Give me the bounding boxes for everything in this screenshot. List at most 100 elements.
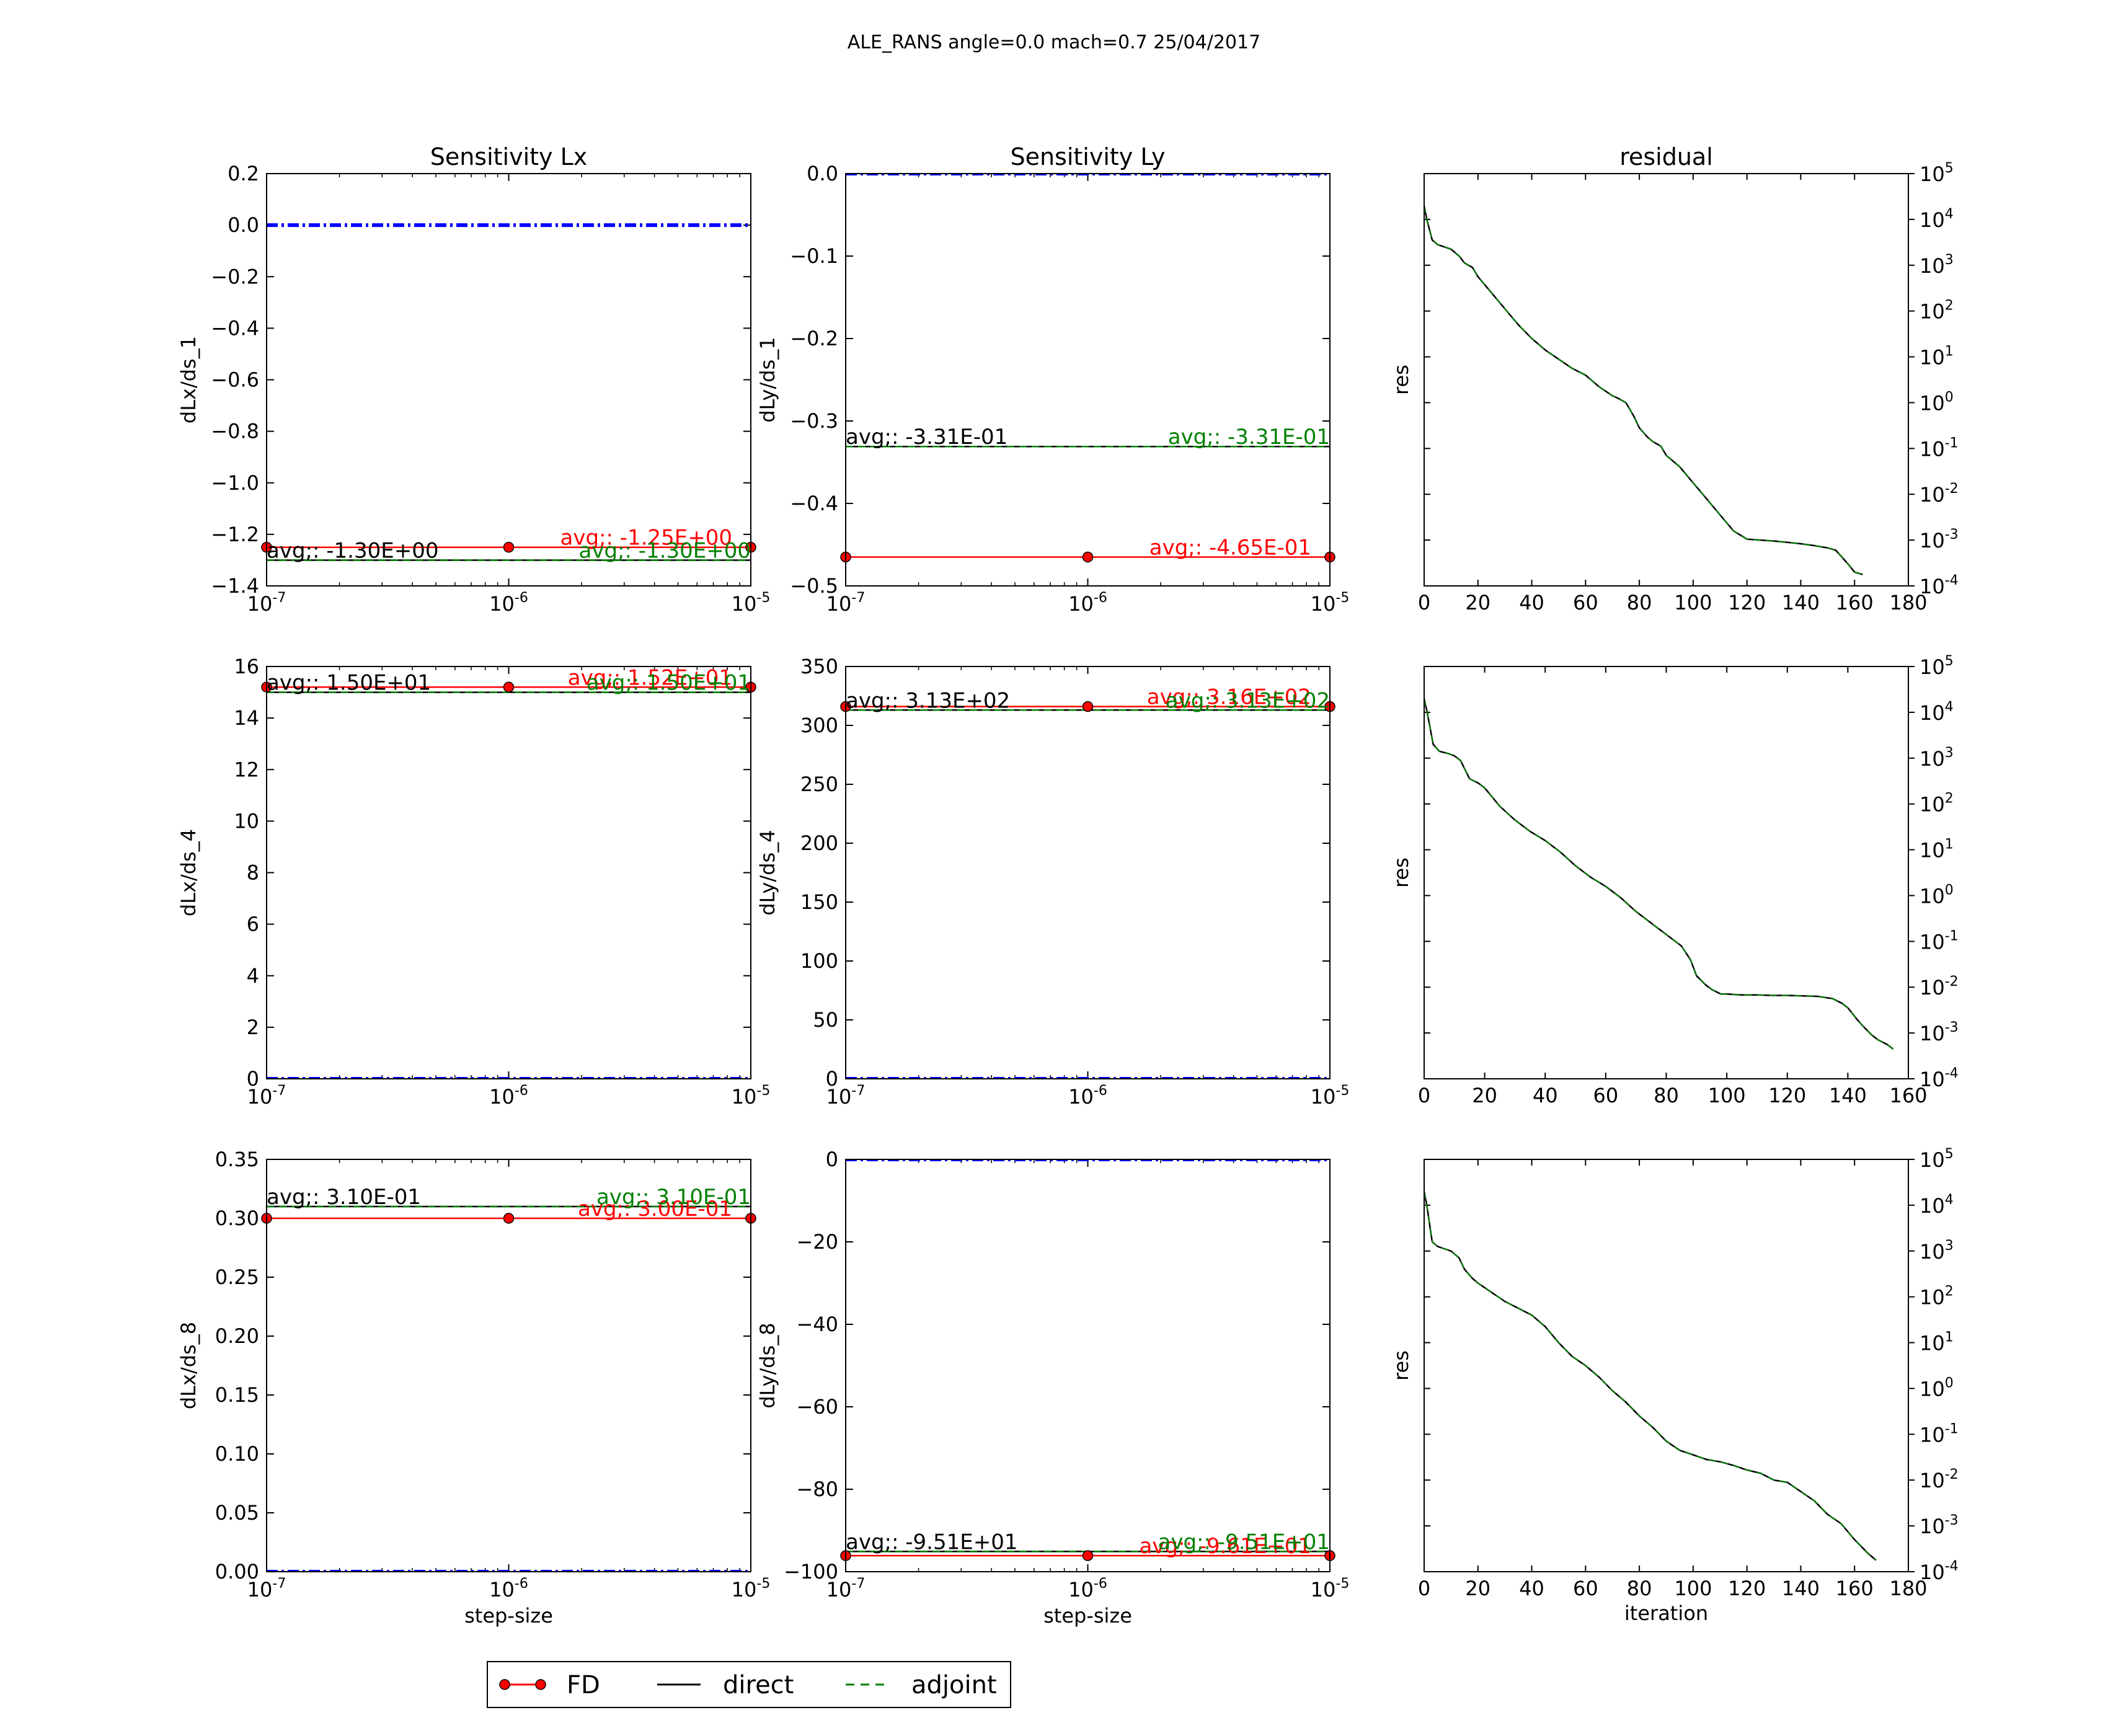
annotation-fd: avg;: -4.65E-01 <box>1149 535 1311 560</box>
plot-frame <box>266 1159 751 1572</box>
y-tick-label: 104 <box>1920 699 1954 725</box>
y-tick-label: 14 <box>234 706 259 730</box>
annotation-fd: avg;: 1.52E+01 <box>568 665 732 690</box>
x-tick-label: 100 <box>1674 1577 1712 1600</box>
fd-point <box>503 541 515 553</box>
y-axis-label: dLx/ds_1 <box>177 336 200 423</box>
x-tick-label: 10-5 <box>1311 590 1350 616</box>
x-tick-label: 10-7 <box>826 1083 866 1109</box>
fd-point <box>1082 551 1094 563</box>
plot-frame <box>266 173 751 587</box>
annotation-adjoint: avg;: 1.50E+01 <box>587 671 751 696</box>
x-axis-label: step-size <box>1043 1604 1132 1628</box>
subplot-0-0: 10-7 10-6 10-5 −1.4 −1.2 −1.0 −0.8 −0.6 −0.4 −0.2… <box>177 143 770 616</box>
y-tick-label: 50 <box>813 1008 838 1032</box>
y-tick-label: −0.4 <box>211 316 259 340</box>
x-tick-label: 140 <box>1829 1084 1867 1107</box>
x-tick-label: 10-6 <box>489 590 528 616</box>
x-tick-label: 120 <box>1728 591 1766 614</box>
subplot-2-1: 10-7 10-6 10-5 −100 −80 −60 −40 −20 0 avg;: -9.51… <box>756 1148 1349 1628</box>
x-tick-label: 0 <box>1418 1577 1430 1600</box>
y-tick-label: 10-4 <box>1920 1559 1959 1584</box>
y-tick-label: 8 <box>247 861 259 885</box>
plot-frame <box>1424 666 1909 1079</box>
x-tick-label: 10-5 <box>732 1576 771 1601</box>
x-tick-label: 140 <box>1782 591 1820 614</box>
y-tick-label: −0.8 <box>211 420 259 443</box>
plot-frame <box>1424 1159 1909 1572</box>
y-tick-label: 10 <box>234 809 259 833</box>
x-axis-label: step-size <box>464 1604 553 1628</box>
annotation-fd: avg;: -1.25E+00 <box>560 526 732 551</box>
y-tick-label: −100 <box>784 1560 838 1583</box>
y-axis-label: dLy/ds_4 <box>756 830 779 915</box>
annotation-adjoint: avg;: -1.30E+00 <box>579 538 751 563</box>
y-tick-label: 0 <box>826 1067 838 1091</box>
y-tick-label: 105 <box>1920 1146 1954 1172</box>
legend-fd-marker <box>499 1679 510 1690</box>
y-tick-label: 103 <box>1920 252 1954 278</box>
subplot-title: Sensitivity Ly <box>1010 143 1165 170</box>
residual-adjoint-line <box>1424 1191 1877 1561</box>
y-tick-label: 150 <box>800 890 838 914</box>
plot-area <box>846 1159 1330 1572</box>
y-tick-label: 103 <box>1920 1238 1954 1264</box>
y-tick-label: 102 <box>1920 298 1954 324</box>
plot-frame <box>266 666 751 1079</box>
y-tick-label: 10-1 <box>1920 1421 1959 1446</box>
y-tick-label: 101 <box>1920 837 1954 862</box>
annotation-direct: avg;: -9.51E+01 <box>846 1530 1017 1554</box>
y-tick-label: 2 <box>247 1016 259 1039</box>
y-tick-label: 10-1 <box>1920 435 1959 461</box>
fd-point <box>1082 701 1094 712</box>
y-tick-label: 105 <box>1920 161 1954 186</box>
plot-area <box>1424 666 1908 1079</box>
x-tick-label: 10-5 <box>732 590 771 616</box>
x-tick-label: 180 <box>1889 1577 1927 1600</box>
y-tick-label: −1.0 <box>211 471 259 495</box>
y-tick-label: 300 <box>800 714 838 737</box>
annotation-direct: avg;: -1.30E+00 <box>267 538 438 563</box>
y-tick-label: 10-2 <box>1920 1467 1959 1492</box>
x-tick-label: 20 <box>1465 1577 1490 1600</box>
y-axis-label: dLy/ds_1 <box>756 337 779 422</box>
y-tick-label: 100 <box>1920 389 1954 415</box>
plot-area <box>846 174 1330 586</box>
plot-area <box>1424 174 1908 586</box>
y-tick-label: 16 <box>234 655 259 678</box>
x-tick-label: 40 <box>1533 1084 1558 1107</box>
y-tick-label: −0.6 <box>211 368 259 392</box>
plot-frame <box>845 1159 1331 1572</box>
y-tick-label: 104 <box>1920 206 1954 232</box>
plot-area <box>267 174 751 586</box>
y-tick-label: 10-4 <box>1920 573 1959 598</box>
x-tick-label: 80 <box>1627 591 1652 614</box>
legend-fd-marker <box>535 1679 546 1690</box>
y-tick-label: 4 <box>247 964 259 988</box>
plot-frame <box>1424 173 1909 587</box>
plot-area <box>846 666 1330 1079</box>
subplot-2-0: 10-7 10-6 10-5 0.00 0.05 0.10 0.15 0.20 0.25 0.30… <box>177 1148 770 1628</box>
legend-frame <box>487 1661 1011 1708</box>
subplot-title: residual <box>1619 143 1713 170</box>
y-tick-label: 0.05 <box>215 1501 259 1525</box>
y-tick-label: 0.10 <box>215 1442 259 1466</box>
y-tick-label: −20 <box>796 1230 838 1254</box>
annotation-adjoint: avg;: 3.13E+02 <box>1166 688 1330 713</box>
legend-adjoint-label: adjoint <box>911 1671 997 1699</box>
y-tick-label: 0.20 <box>215 1324 259 1348</box>
x-tick-label: 10-6 <box>1068 1576 1107 1601</box>
x-tick-label: 60 <box>1573 591 1598 614</box>
y-tick-label: −0.3 <box>790 409 838 433</box>
annotation-fd: avg;: 3.16E+02 <box>1147 685 1311 710</box>
x-tick-label: 120 <box>1768 1084 1806 1107</box>
y-tick-label: −0.1 <box>790 244 838 268</box>
y-tick-label: 250 <box>800 773 838 796</box>
y-axis-label: dLx/ds_8 <box>177 1322 200 1409</box>
plot-frame <box>845 666 1331 1079</box>
y-tick-label: 350 <box>800 655 838 678</box>
